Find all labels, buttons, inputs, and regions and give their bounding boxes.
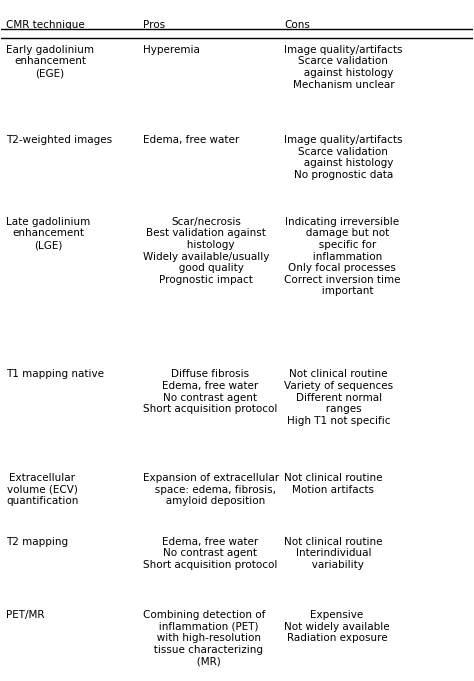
Text: Scar/necrosis
Best validation against
   histology
Widely available/usually
   g: Scar/necrosis Best validation against hi…	[143, 217, 269, 285]
Text: Expensive
Not widely available
Radiation exposure: Expensive Not widely available Radiation…	[284, 610, 390, 644]
Text: T2 mapping: T2 mapping	[6, 537, 68, 547]
Text: T1 mapping native: T1 mapping native	[6, 369, 104, 379]
Text: Early gadolinium
enhancement
(EGE): Early gadolinium enhancement (EGE)	[6, 45, 94, 78]
Text: Cons: Cons	[284, 20, 310, 30]
Text: T2-weighted images: T2-weighted images	[6, 136, 112, 145]
Text: Image quality/artifacts
Scarce validation
   against histology
No prognostic dat: Image quality/artifacts Scarce validatio…	[284, 136, 402, 180]
Text: Pros: Pros	[143, 20, 165, 30]
Text: Diffuse fibrosis
Edema, free water
No contrast agent
Short acquisition protocol: Diffuse fibrosis Edema, free water No co…	[143, 369, 277, 414]
Text: Late gadolinium
enhancement
(LGE): Late gadolinium enhancement (LGE)	[6, 217, 91, 250]
Text: Indicating irreversible
   damage but not
   specific for
   inflammation
Only f: Indicating irreversible damage but not s…	[284, 217, 401, 296]
Text: CMR technique: CMR technique	[6, 20, 85, 30]
Text: Not clinical routine
Variety of sequences
Different normal
   ranges
High T1 not: Not clinical routine Variety of sequence…	[284, 369, 393, 426]
Text: Extracellular
volume (ECV)
quantification: Extracellular volume (ECV) quantificatio…	[6, 473, 79, 506]
Text: Hyperemia: Hyperemia	[143, 45, 200, 55]
Text: Edema, free water: Edema, free water	[143, 136, 239, 145]
Text: PET/MR: PET/MR	[6, 610, 45, 620]
Text: Image quality/artifacts
Scarce validation
   against histology
Mechanism unclear: Image quality/artifacts Scarce validatio…	[284, 45, 402, 90]
Text: Combining detection of
   inflammation (PET)
   with high-resolution
   tissue c: Combining detection of inflammation (PET…	[143, 610, 265, 667]
Text: Edema, free water
No contrast agent
Short acquisition protocol: Edema, free water No contrast agent Shor…	[143, 537, 277, 570]
Text: Not clinical routine
Motion artifacts: Not clinical routine Motion artifacts	[284, 473, 383, 494]
Text: Expansion of extracellular
   space: edema, fibrosis,
   amyloid deposition: Expansion of extracellular space: edema,…	[143, 473, 279, 506]
Text: Not clinical routine
Interindividual
   variability: Not clinical routine Interindividual var…	[284, 537, 383, 570]
